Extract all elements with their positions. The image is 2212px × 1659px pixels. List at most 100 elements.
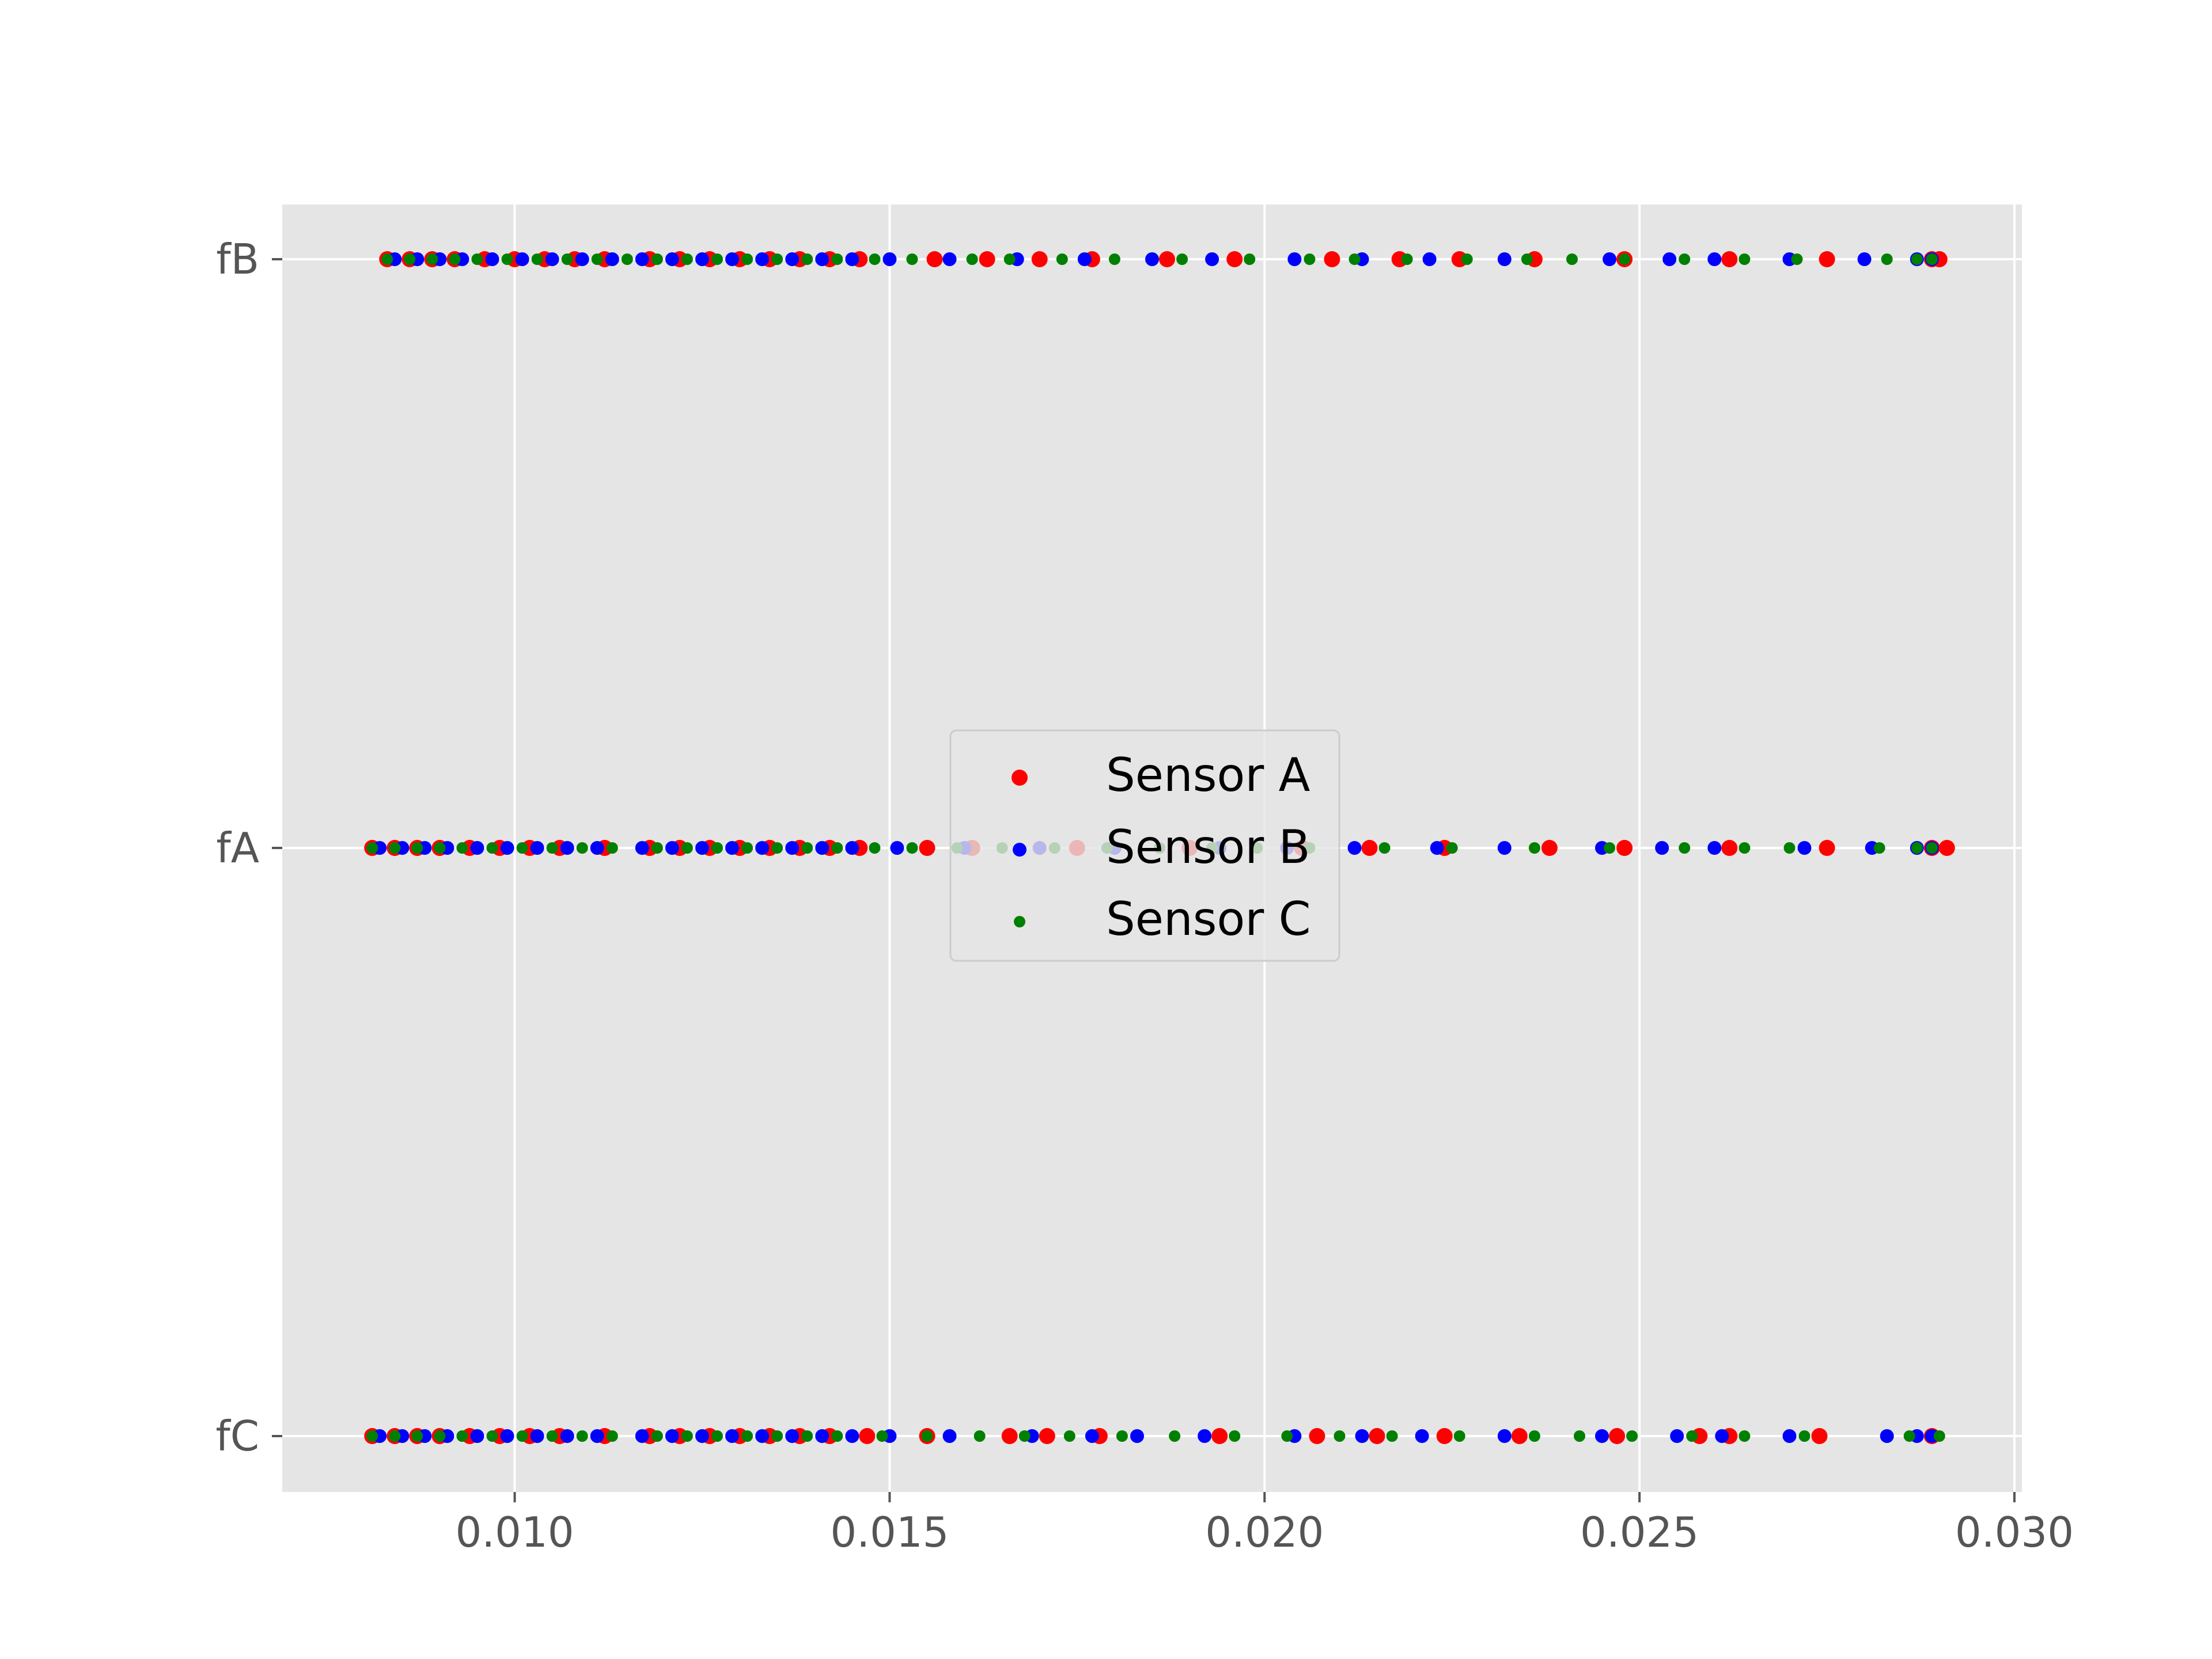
data-point (1226, 251, 1243, 267)
data-point (606, 842, 618, 854)
data-point (771, 253, 783, 265)
data-point (1655, 841, 1669, 855)
data-point (591, 253, 603, 265)
series-sensor-c (366, 253, 1945, 1442)
data-point (1926, 842, 1938, 854)
data-point (1903, 1430, 1915, 1442)
data-point (979, 251, 995, 267)
data-point (389, 1430, 401, 1442)
data-point (1211, 1428, 1228, 1444)
data-point (545, 252, 559, 266)
data-point (1670, 1429, 1684, 1443)
data-point (576, 842, 588, 854)
data-point (1857, 252, 1872, 266)
data-point (531, 253, 543, 265)
data-point (1566, 253, 1578, 265)
data-point (530, 841, 544, 855)
data-point (411, 1430, 423, 1442)
data-point (1386, 1430, 1398, 1442)
data-point (1378, 842, 1391, 854)
data-point (516, 842, 528, 854)
data-point (366, 842, 378, 854)
data-point (1738, 1430, 1751, 1442)
data-point (1721, 251, 1738, 267)
data-point (1873, 842, 1885, 854)
data-point (785, 252, 800, 266)
data-point (1176, 253, 1188, 265)
data-point (1603, 252, 1617, 266)
data-point (1422, 252, 1437, 266)
data-point (1349, 253, 1361, 265)
legend-label: Sensor A (1106, 748, 1310, 802)
legend: Sensor A Sensor B Sensor C (949, 729, 1340, 962)
data-point (711, 253, 723, 265)
data-point (1521, 253, 1533, 265)
data-point (404, 253, 416, 265)
data-point (1574, 1430, 1585, 1442)
data-point (1085, 1429, 1099, 1443)
data-point (1738, 842, 1751, 854)
data-point (1880, 1429, 1894, 1443)
data-point (560, 841, 574, 855)
data-point (1355, 1429, 1369, 1443)
data-point (1707, 252, 1722, 266)
data-point (546, 1430, 558, 1442)
data-point (681, 1430, 693, 1442)
data-point (1324, 251, 1340, 267)
data-point (381, 253, 393, 265)
data-point (1707, 841, 1722, 855)
data-point (966, 253, 978, 265)
data-point (651, 842, 663, 854)
data-point (755, 1429, 770, 1443)
x-tick-labels: 0.010 0.015 0.020 0.025 0.030 (455, 1508, 2074, 1556)
data-point (926, 251, 943, 267)
data-point (575, 252, 589, 266)
data-point (725, 1429, 739, 1443)
data-point (515, 252, 529, 266)
axis-ticks (272, 258, 2016, 1502)
data-point (470, 841, 484, 855)
data-point (1782, 1429, 1797, 1443)
data-point (1436, 1428, 1453, 1444)
data-point (1304, 253, 1316, 265)
data-point (1926, 253, 1938, 265)
data-point (546, 842, 558, 854)
data-point (561, 253, 573, 265)
data-point (771, 1430, 783, 1442)
data-point (516, 1430, 528, 1442)
data-point (665, 1429, 679, 1443)
data-point (906, 253, 918, 265)
data-point (1497, 252, 1512, 266)
data-point (485, 252, 499, 266)
data-point (1679, 842, 1691, 854)
data-point (456, 842, 468, 854)
data-point (1528, 842, 1540, 854)
data-point (1609, 1428, 1626, 1444)
data-point (1287, 252, 1302, 266)
data-point (486, 1430, 498, 1442)
data-point (725, 252, 739, 266)
data-point (456, 1430, 468, 1442)
data-point (389, 842, 401, 854)
data-point (1063, 1430, 1075, 1442)
data-point (1415, 1429, 1429, 1443)
data-point (785, 1429, 800, 1443)
data-point (1738, 253, 1751, 265)
data-point (1334, 1430, 1346, 1442)
data-point (1715, 1429, 1729, 1443)
data-points (364, 251, 1955, 1444)
data-point (1116, 1430, 1128, 1442)
data-point (470, 1429, 484, 1443)
data-point (1541, 840, 1558, 856)
data-point (1159, 251, 1175, 267)
data-point (605, 252, 619, 266)
data-point (411, 842, 423, 854)
data-point (845, 252, 859, 266)
data-point (725, 841, 739, 855)
data-point (1169, 1430, 1181, 1442)
data-point (831, 1430, 843, 1442)
data-point (845, 1429, 859, 1443)
data-point (869, 842, 881, 854)
data-point (695, 841, 709, 855)
y-tick-label: fC (215, 1412, 259, 1460)
